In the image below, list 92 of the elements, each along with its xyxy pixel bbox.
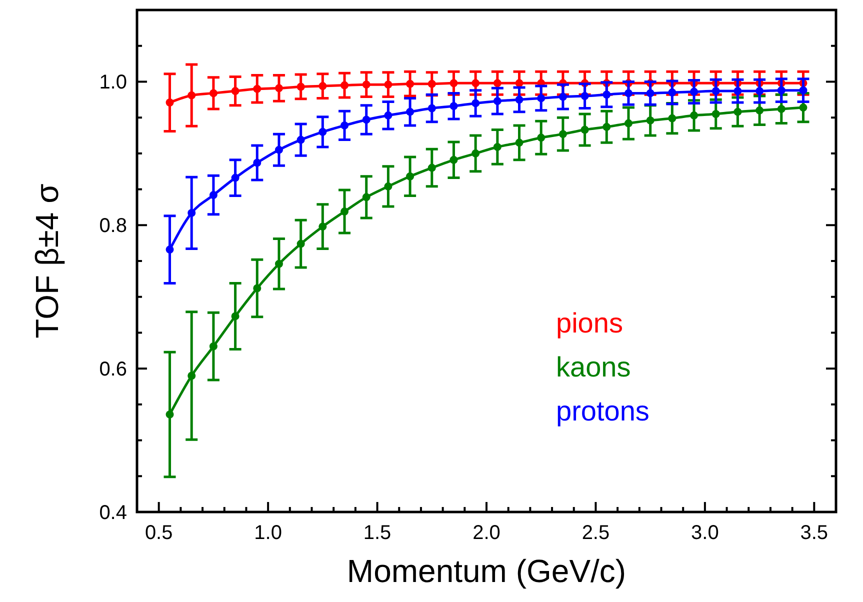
point [274, 260, 283, 268]
point [602, 122, 611, 131]
point [602, 90, 611, 99]
point [384, 111, 392, 120]
text: pions [556, 308, 623, 339]
point [318, 82, 327, 90]
point [274, 146, 283, 154]
point [558, 130, 567, 138]
point [274, 84, 283, 92]
point [362, 80, 370, 89]
point [734, 108, 742, 116]
point [428, 104, 436, 112]
text: kaons [556, 352, 631, 383]
point [209, 191, 218, 200]
point [756, 106, 764, 114]
point [537, 94, 546, 102]
point [209, 89, 218, 98]
point [406, 80, 414, 88]
point [340, 208, 349, 216]
point [799, 86, 808, 94]
point [253, 84, 262, 93]
point [799, 104, 808, 112]
x-axis-title: Momentum (GeV/c) [346, 553, 626, 589]
y-axis-title: TOF β±4 σ [29, 183, 65, 338]
x-tick-label: 3.0 [691, 522, 719, 544]
point [537, 134, 546, 142]
point [406, 108, 414, 116]
point [690, 88, 698, 96]
point [646, 89, 654, 98]
point [362, 116, 370, 124]
point [188, 91, 196, 100]
point [580, 126, 589, 134]
point [296, 240, 305, 248]
point [428, 80, 436, 88]
point [253, 284, 262, 292]
y-tick-label: 0.8 [99, 215, 127, 238]
point [493, 142, 502, 151]
point [188, 208, 196, 217]
point [296, 136, 305, 144]
point [296, 82, 305, 91]
point [668, 88, 676, 96]
point [646, 116, 654, 124]
point [515, 138, 524, 147]
point [712, 87, 720, 96]
point [690, 111, 698, 120]
text: protons [556, 396, 650, 427]
point [340, 81, 349, 90]
point [515, 96, 524, 104]
point [231, 87, 240, 96]
point [580, 92, 589, 100]
point [362, 193, 370, 202]
point [624, 119, 632, 128]
point [756, 87, 764, 96]
point [384, 80, 392, 89]
point [777, 86, 786, 94]
point [166, 246, 174, 254]
point [340, 121, 349, 130]
point [188, 372, 196, 380]
point [428, 164, 436, 172]
point [777, 104, 786, 113]
point [231, 174, 240, 182]
point [166, 98, 174, 107]
point [558, 92, 567, 101]
point [712, 110, 720, 118]
x-tick-label: 3.5 [800, 522, 828, 544]
point [450, 102, 458, 110]
point [668, 114, 676, 122]
point [166, 410, 174, 418]
point [734, 87, 742, 96]
x-tick-label: 0.5 [144, 522, 173, 544]
point [450, 156, 458, 164]
point [253, 158, 262, 167]
y-tick-label: 0.4 [99, 502, 127, 524]
y-tick-label: 1.0 [99, 72, 127, 94]
point [406, 172, 414, 180]
point [231, 312, 240, 320]
point [624, 89, 632, 98]
x-tick-label: 1.0 [254, 522, 282, 544]
x-tick-label: 2.0 [472, 522, 500, 544]
point [472, 149, 480, 158]
point [493, 97, 502, 106]
x-tick-label: 1.5 [363, 522, 392, 544]
x-tick-label: 2.5 [582, 522, 610, 544]
point [472, 99, 480, 108]
point [318, 222, 327, 231]
y-tick-label: 0.6 [99, 358, 127, 381]
point [209, 342, 218, 350]
point [472, 79, 480, 88]
point [493, 79, 502, 88]
point [318, 128, 327, 136]
point [384, 182, 392, 190]
point [450, 79, 458, 88]
